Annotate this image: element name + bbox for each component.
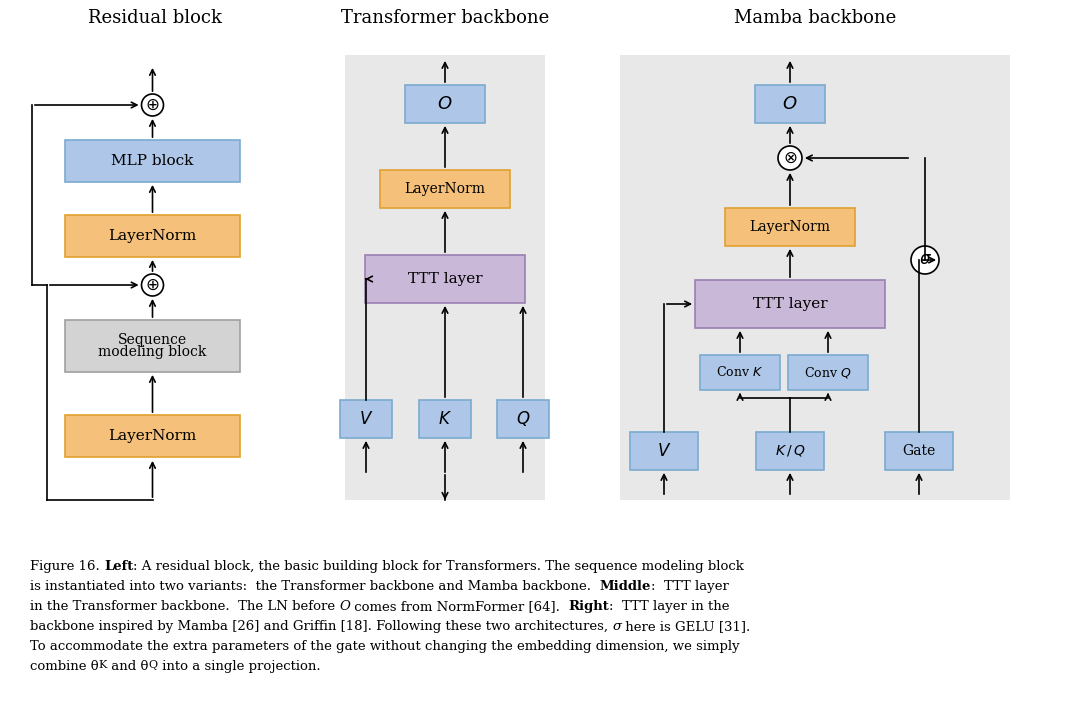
FancyBboxPatch shape <box>755 85 825 123</box>
Text: : A residual block, the basic building block for Transformers. The sequence mode: : A residual block, the basic building b… <box>133 560 744 573</box>
Text: Transformer backbone: Transformer backbone <box>341 9 549 27</box>
Text: To accommodate the extra parameters of the gate without changing the embedding d: To accommodate the extra parameters of t… <box>30 640 740 653</box>
Circle shape <box>141 94 163 116</box>
Circle shape <box>778 146 802 170</box>
Text: :  TTT layer: : TTT layer <box>651 580 729 593</box>
Text: TTT layer: TTT layer <box>407 272 483 286</box>
Circle shape <box>912 246 939 274</box>
FancyBboxPatch shape <box>65 320 240 372</box>
FancyBboxPatch shape <box>497 400 549 438</box>
FancyBboxPatch shape <box>630 432 698 470</box>
FancyBboxPatch shape <box>885 432 953 470</box>
Text: K: K <box>98 660 107 670</box>
Text: into a single projection.: into a single projection. <box>158 660 320 673</box>
Text: $\oplus$: $\oplus$ <box>146 277 160 293</box>
Text: O: O <box>339 600 350 613</box>
Text: TTT layer: TTT layer <box>753 297 827 311</box>
Text: Conv $Q$: Conv $Q$ <box>805 365 852 380</box>
Text: comes from NormFormer [64].: comes from NormFormer [64]. <box>350 600 569 613</box>
Text: and θ: and θ <box>107 660 148 673</box>
FancyBboxPatch shape <box>788 355 868 390</box>
Text: Right: Right <box>569 600 609 613</box>
Text: MLP block: MLP block <box>111 154 193 168</box>
Text: $V$: $V$ <box>657 443 671 459</box>
Text: $\sigma$: $\sigma$ <box>918 251 931 269</box>
Text: Middle: Middle <box>599 580 651 593</box>
Text: :  TTT layer in the: : TTT layer in the <box>609 600 730 613</box>
Text: combine θ: combine θ <box>30 660 98 673</box>
Text: $K$: $K$ <box>438 411 453 427</box>
Text: in the Transformer backbone.  The LN before: in the Transformer backbone. The LN befo… <box>30 600 339 613</box>
FancyBboxPatch shape <box>620 55 1010 500</box>
FancyBboxPatch shape <box>345 55 545 500</box>
FancyBboxPatch shape <box>756 432 824 470</box>
Text: $\oplus$: $\oplus$ <box>146 97 160 114</box>
Text: Sequence: Sequence <box>118 333 187 347</box>
Text: Q: Q <box>148 660 158 670</box>
FancyBboxPatch shape <box>725 208 855 246</box>
Text: $Q$: $Q$ <box>516 409 530 429</box>
Text: $\otimes$: $\otimes$ <box>783 149 797 167</box>
FancyBboxPatch shape <box>696 280 885 328</box>
Text: Gate: Gate <box>903 444 935 458</box>
Text: here is GELU [31].: here is GELU [31]. <box>621 620 751 633</box>
FancyBboxPatch shape <box>405 85 485 123</box>
Text: LayerNorm: LayerNorm <box>750 220 831 234</box>
Text: Mamba backbone: Mamba backbone <box>734 9 896 27</box>
Text: LayerNorm: LayerNorm <box>108 229 197 243</box>
Text: Left: Left <box>104 560 133 573</box>
FancyBboxPatch shape <box>65 140 240 182</box>
Text: $O$: $O$ <box>437 95 453 113</box>
FancyBboxPatch shape <box>340 400 392 438</box>
Text: Conv $K$: Conv $K$ <box>716 365 764 379</box>
Text: modeling block: modeling block <box>98 345 206 359</box>
FancyBboxPatch shape <box>419 400 471 438</box>
Text: backbone inspired by Mamba [26] and Griffin [18]. Following these two architectu: backbone inspired by Mamba [26] and Grif… <box>30 620 612 633</box>
Circle shape <box>141 274 163 296</box>
FancyBboxPatch shape <box>365 255 525 303</box>
Text: Residual block: Residual block <box>87 9 222 27</box>
Text: σ: σ <box>612 620 621 633</box>
FancyBboxPatch shape <box>700 355 780 390</box>
Text: LayerNorm: LayerNorm <box>108 429 197 443</box>
FancyBboxPatch shape <box>380 170 510 208</box>
Text: Figure 16.: Figure 16. <box>30 560 104 573</box>
Text: $O$: $O$ <box>782 95 798 113</box>
Text: LayerNorm: LayerNorm <box>405 182 486 196</box>
FancyBboxPatch shape <box>65 215 240 257</box>
Text: $K\,/\,Q$: $K\,/\,Q$ <box>774 443 806 459</box>
Text: $V$: $V$ <box>359 411 374 427</box>
Text: is instantiated into two variants:  the Transformer backbone and Mamba backbone.: is instantiated into two variants: the T… <box>30 580 599 593</box>
FancyBboxPatch shape <box>65 415 240 457</box>
